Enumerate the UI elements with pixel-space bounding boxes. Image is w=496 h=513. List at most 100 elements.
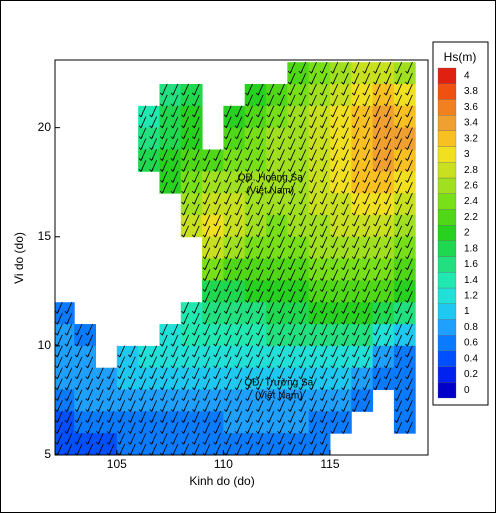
arrow-head: [341, 157, 346, 162]
arrow-head: [319, 375, 324, 380]
arrow-head: [213, 299, 218, 303]
arrow-head: [223, 365, 229, 369]
arrow-head: [287, 408, 292, 413]
arrow-head: [319, 277, 324, 282]
arrow-head: [138, 124, 143, 129]
arrow-head: [277, 419, 282, 423]
arrow-head: [234, 299, 239, 303]
arrow-head: [181, 92, 186, 96]
arrow-head: [149, 135, 154, 140]
arrow-head: [85, 375, 90, 380]
arrow-head: [181, 386, 186, 391]
arrow-head: [266, 386, 271, 391]
arrow-head: [319, 103, 324, 107]
arrow-head: [319, 92, 324, 96]
arrow-head: [138, 354, 143, 358]
arrow-head: [330, 81, 335, 85]
arrow-head: [159, 386, 165, 391]
arrow-head: [255, 375, 261, 380]
arrow-head: [191, 168, 197, 172]
arrow-head: [373, 201, 378, 205]
arrow-head: [202, 441, 207, 445]
arrow-head: [298, 332, 303, 336]
arrow-head: [383, 299, 388, 303]
arrow-head: [287, 419, 292, 423]
arrow-head: [319, 212, 324, 216]
arrow-head: [287, 354, 292, 358]
arrow-head: [309, 70, 314, 74]
arrow-head: [309, 223, 314, 227]
y-axis-label: Vi do (do): [12, 232, 26, 284]
arrow-head: [170, 124, 175, 129]
arrow-head: [373, 277, 378, 282]
arrow-head: [341, 234, 346, 238]
arrow-head: [245, 135, 250, 140]
arrow-head: [181, 212, 186, 216]
arrow-head: [394, 430, 399, 434]
arrow-head: [373, 223, 378, 227]
arrow-head: [298, 277, 303, 282]
arrow-head: [287, 321, 292, 325]
arrow-head: [405, 135, 410, 140]
arrow-head: [394, 321, 399, 325]
arrow-head: [213, 223, 218, 227]
arrow-head: [394, 81, 399, 85]
arrow-head: [213, 245, 218, 249]
arrow-head: [255, 135, 261, 140]
arrow-head: [351, 212, 356, 216]
arrow-head: [394, 190, 399, 194]
arrow-head: [277, 277, 282, 282]
arrow-head: [319, 365, 324, 369]
colorbar-label: 0.8: [464, 322, 478, 333]
arrow-head: [373, 266, 378, 271]
arrow-head: [319, 343, 324, 347]
arrow-head: [213, 332, 218, 336]
arrow-head: [213, 190, 218, 194]
arrow-head: [266, 332, 271, 336]
arrow-head: [383, 365, 388, 369]
colorbar-swatch: [437, 67, 457, 84]
arrow-head: [138, 168, 143, 172]
arrow-head: [266, 310, 271, 314]
arrow-head: [223, 397, 229, 402]
arrow-head: [330, 146, 335, 151]
arrow-head: [234, 190, 239, 194]
arrow-head: [106, 386, 111, 391]
arrow-head: [85, 408, 90, 413]
arrow-head: [255, 343, 261, 347]
arrow-head: [106, 419, 111, 423]
arrow-head: [213, 321, 218, 325]
arrow-head: [55, 386, 60, 391]
arrow-head: [287, 332, 292, 336]
arrow-head: [128, 375, 133, 380]
arrow-head: [202, 255, 207, 260]
arrow-head: [351, 375, 356, 380]
arrow-head: [245, 397, 250, 402]
colorbar-label: 3.8: [464, 86, 478, 97]
arrow-head: [96, 386, 101, 391]
arrow-head: [330, 245, 335, 249]
arrow-head: [362, 277, 367, 282]
arrow-head: [266, 354, 271, 358]
arrow-head: [319, 245, 324, 249]
colorbar-swatch: [437, 256, 457, 273]
arrow-head: [213, 386, 218, 391]
arrow-head: [234, 135, 239, 140]
arrow-head: [255, 299, 261, 303]
arrow-head: [351, 146, 356, 151]
arrow-head: [298, 124, 303, 129]
arrow-head: [277, 310, 282, 314]
arrow-head: [191, 430, 197, 434]
arrow-head: [170, 397, 175, 402]
arrow-head: [298, 375, 303, 380]
arrow-head: [191, 223, 197, 227]
arrow-head: [266, 255, 271, 260]
arrow-head: [85, 419, 90, 423]
arrow-head: [202, 190, 207, 194]
arrow-head: [298, 419, 303, 423]
arrow-head: [394, 386, 399, 391]
arrow-head: [55, 310, 60, 314]
arrow-head: [330, 277, 335, 282]
arrow-head: [128, 430, 133, 434]
arrow-head: [394, 114, 399, 118]
